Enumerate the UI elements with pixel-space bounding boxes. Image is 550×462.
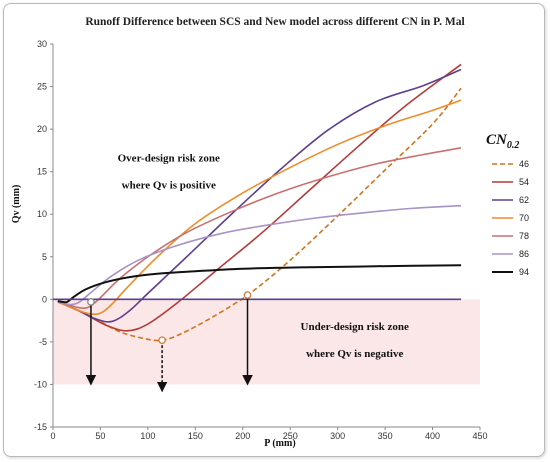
y-tick-label: 15 (37, 167, 47, 177)
legend-label-94: 94 (519, 267, 529, 277)
chart-title: Runoff Difference between SCS and New mo… (85, 16, 464, 28)
y-tick-label: 5 (42, 252, 47, 262)
chart-frame: Runoff Difference between SCS and New mo… (3, 3, 545, 457)
legend-label-86: 86 (519, 249, 529, 259)
x-tick-label: 350 (378, 431, 393, 441)
series-line-78 (57, 147, 462, 310)
x-tick-label: 300 (330, 431, 345, 441)
marker-circle-3 (87, 298, 95, 306)
x-tick-label: 50 (95, 431, 105, 441)
x-tick-label: 100 (140, 431, 155, 441)
legend-label-46: 46 (519, 159, 529, 169)
zone-under-design (53, 299, 480, 385)
y-tick-label: -5 (39, 337, 47, 347)
y-tick-label: 20 (37, 124, 47, 134)
x-tick-label: 250 (283, 431, 298, 441)
y-tick-label: -10 (34, 379, 47, 389)
x-tick-label: 400 (425, 431, 440, 441)
y-tick-label: 0 (42, 294, 47, 304)
x-tick-label: 0 (50, 431, 55, 441)
marker-circle-2 (243, 291, 252, 299)
legend-label-62: 62 (519, 195, 529, 205)
zone-label-over-design-line1: Over-design risk zone (118, 152, 220, 164)
x-tick-label: 150 (188, 431, 203, 441)
plot-area: 0 50 100 150 200 250 300 350 400 450 -15 -10 -5 0 5 10 1… (34, 39, 488, 441)
series-line-94 (57, 264, 462, 304)
zone-label-over-design-line2: where Qv is positive (122, 180, 216, 192)
legend-title: CN0.2 (486, 132, 519, 151)
y-axis-label: Qv (mm) (11, 185, 22, 224)
zone-label-under-design-line1: Under-design risk zone (301, 321, 409, 333)
y-tick-label: 30 (37, 39, 47, 49)
series-line-62 (57, 68, 462, 323)
legend-label-70: 70 (519, 213, 529, 223)
legend-label-54: 54 (519, 177, 529, 187)
legend-title-subscript: 0.2 (507, 140, 520, 151)
y-tick-label: 10 (37, 209, 47, 219)
series-line-86 (57, 204, 462, 306)
series-line-46 (57, 87, 462, 342)
x-axis-label: P (mm) (264, 438, 295, 449)
runoff-chart: Runoff Difference between SCS and New mo… (11, 16, 529, 449)
legend: CN0.246 54 62 70 78 86 94 (486, 132, 529, 277)
x-tick-label: 200 (235, 431, 250, 441)
series-line-54 (57, 63, 462, 332)
legend-label-78: 78 (519, 231, 529, 241)
series-line-70 (57, 99, 462, 316)
zone-label-under-design-line2: where Qv is negative (306, 348, 403, 360)
y-tick-label: -15 (34, 422, 47, 432)
y-tick-label: 25 (37, 82, 47, 92)
marker-circle-1 (158, 336, 166, 345)
x-tick-label: 450 (472, 431, 487, 441)
